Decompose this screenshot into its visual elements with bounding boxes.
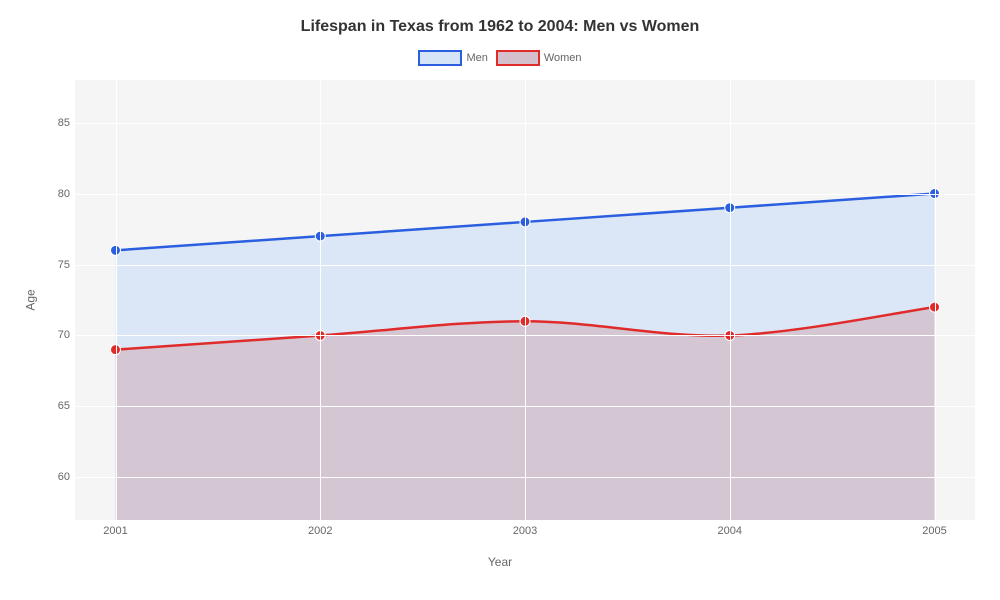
y-axis-label: Age xyxy=(24,289,38,310)
x-tick: 2002 xyxy=(308,525,332,537)
x-axis-label: Year xyxy=(0,555,1000,569)
y-tick: 70 xyxy=(58,329,70,341)
legend-item-men: Men xyxy=(418,50,487,66)
x-tick: 2004 xyxy=(718,525,742,537)
y-tick: 75 xyxy=(58,259,70,271)
chart-title: Lifespan in Texas from 1962 to 2004: Men… xyxy=(0,18,1000,36)
y-tick: 80 xyxy=(58,188,70,200)
chart-container: Lifespan in Texas from 1962 to 2004: Men… xyxy=(0,0,1000,600)
grid-line-v xyxy=(320,80,321,520)
legend-swatch-women xyxy=(496,50,540,66)
grid-line-v xyxy=(935,80,936,520)
y-tick: 65 xyxy=(58,400,70,412)
grid-line-v xyxy=(730,80,731,520)
legend-label-women: Women xyxy=(544,52,582,64)
legend: Men Women xyxy=(0,50,1000,66)
y-tick: 60 xyxy=(58,471,70,483)
y-tick: 85 xyxy=(58,117,70,129)
plot-area xyxy=(75,80,975,520)
x-tick: 2005 xyxy=(922,525,946,537)
grid-line-v xyxy=(116,80,117,520)
x-tick: 2001 xyxy=(103,525,127,537)
legend-swatch-men xyxy=(418,50,462,66)
legend-label-men: Men xyxy=(466,52,487,64)
grid-line-v xyxy=(525,80,526,520)
x-tick: 2003 xyxy=(513,525,537,537)
legend-item-women: Women xyxy=(496,50,582,66)
